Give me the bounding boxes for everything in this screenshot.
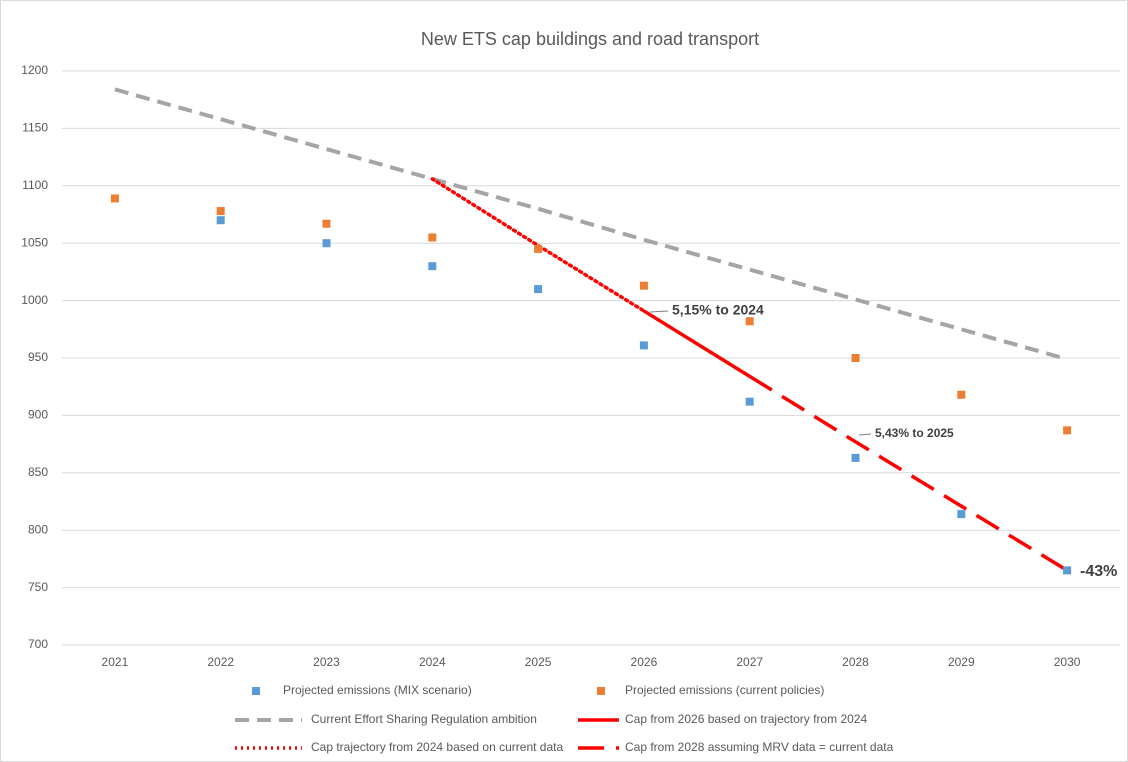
marker (216, 207, 225, 216)
x-tick-label: 2023 (313, 655, 340, 669)
x-tick-label: 2026 (631, 655, 658, 669)
marker (428, 262, 437, 271)
marker (322, 219, 331, 228)
x-tick-label: 2025 (525, 655, 552, 669)
legend-label: Projected emissions (current policies) (625, 683, 824, 697)
annotation-leader (858, 433, 872, 436)
marker (1063, 566, 1072, 575)
y-tick-label: 800 (28, 522, 48, 536)
x-tick-label: 2027 (736, 655, 763, 669)
y-tick-label: 900 (28, 408, 48, 422)
line (748, 374, 1069, 572)
legend-label: Cap from 2026 based on trajectory from 2… (625, 712, 867, 726)
marker (851, 354, 860, 362)
legend-marker (597, 687, 605, 695)
marker (745, 397, 754, 406)
x-tick-label: 2029 (948, 655, 975, 669)
marker (957, 510, 966, 519)
annotation: 5,15% to 2024 (672, 302, 764, 318)
line (642, 309, 751, 378)
marker (639, 281, 648, 290)
legend-label: Projected emissions (MIX scenario) (283, 683, 472, 697)
annotation: -43% (1080, 563, 1117, 580)
y-tick-label: 1050 (21, 235, 48, 249)
x-tick-label: 2024 (419, 655, 446, 669)
marker (745, 317, 754, 326)
marker (1063, 426, 1072, 435)
x-tick-label: 2021 (102, 655, 129, 669)
y-tick-label: 1200 (21, 63, 48, 77)
marker (428, 233, 437, 242)
y-tick-label: 1100 (22, 178, 48, 192)
y-tick-label: 850 (28, 465, 48, 479)
y-tick-label: 1150 (22, 121, 48, 135)
marker (322, 239, 331, 248)
chart-title: New ETS cap buildings and road transport (421, 29, 759, 49)
x-tick-label: 2028 (842, 655, 869, 669)
x-tick-label: 2022 (207, 655, 234, 669)
marker (851, 453, 860, 462)
annotation-leader (649, 310, 669, 313)
marker (534, 285, 543, 294)
marker (957, 390, 966, 399)
marker (216, 216, 225, 225)
y-tick-label: 1000 (21, 293, 48, 307)
marker (534, 244, 543, 253)
marker (639, 341, 648, 350)
x-tick-label: 2030 (1054, 655, 1081, 669)
marker (110, 194, 119, 203)
y-tick-label: 950 (28, 350, 48, 364)
legend-label: Cap trajectory from 2024 based on curren… (311, 740, 563, 754)
annotation: 5,43% to 2025 (875, 426, 954, 440)
y-tick-label: 700 (28, 637, 48, 651)
y-tick-label: 750 (28, 580, 48, 594)
legend-marker (252, 687, 260, 695)
line (114, 87, 1068, 362)
legend-label: Current Effort Sharing Regulation ambiti… (311, 712, 537, 726)
legend-label: Cap from 2028 assuming MRV data = curren… (625, 740, 894, 754)
